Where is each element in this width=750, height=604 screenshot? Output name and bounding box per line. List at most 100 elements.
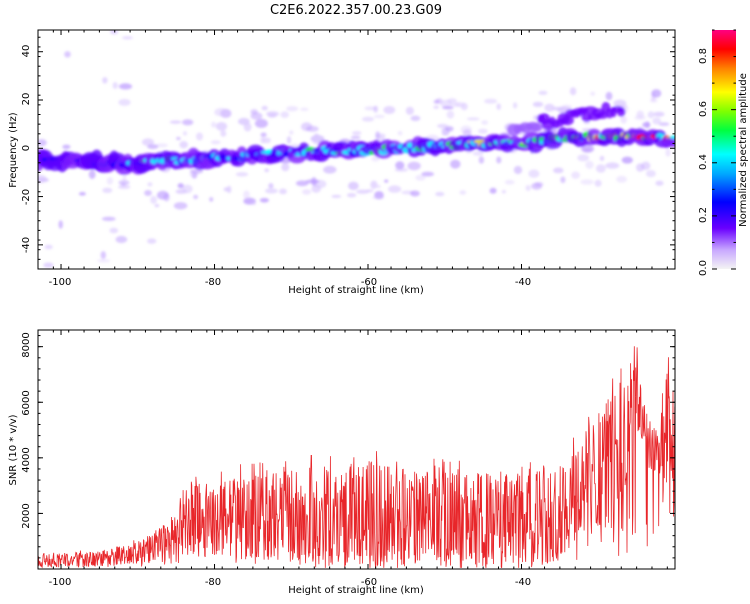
spectrogram-xtick-label: -60	[361, 277, 377, 288]
heatmap-blob	[433, 99, 440, 104]
heatmap-blob	[44, 244, 53, 250]
heatmap-blob	[647, 111, 655, 119]
heatmap-blob	[260, 132, 267, 138]
heatmap-blob	[528, 169, 540, 178]
heatmap-blob	[101, 216, 116, 221]
spectrogram-ytick-label: 20	[21, 93, 32, 106]
heatmap-blob	[478, 128, 488, 134]
heatmap-blob	[645, 170, 656, 178]
snr-xtick-label: -100	[49, 577, 72, 588]
heatmap-blob	[478, 156, 485, 164]
heatmap-blob	[323, 165, 337, 174]
heatmap-blob	[215, 122, 228, 131]
heatmap-blob	[118, 98, 131, 106]
heatmap-blob	[122, 36, 133, 40]
heatmap-blob	[504, 179, 515, 185]
heatmap-blob	[177, 183, 184, 189]
heatmap-blob	[613, 99, 627, 108]
colorbar-label: Normalized spectral amplitude	[738, 73, 749, 227]
heatmap-blob	[268, 183, 274, 189]
heatmap-blob	[560, 104, 573, 110]
heatmap-blob	[616, 175, 628, 183]
heatmap-blob	[580, 179, 594, 185]
heatmap-blob	[395, 161, 405, 170]
heatmap-blob	[481, 120, 489, 125]
colorbar-gradient	[712, 30, 736, 269]
heatmap-blob	[531, 182, 543, 190]
heatmap-blob	[620, 115, 627, 124]
heatmap-blob	[38, 139, 47, 147]
snr-ytick-label: 8000	[21, 332, 32, 357]
heatmap-blob	[156, 190, 169, 200]
heatmap-blob	[102, 187, 113, 193]
heatmap-blob	[346, 193, 357, 198]
spectrogram-ytick-label: 40	[21, 45, 32, 58]
heatmap-blob	[356, 189, 369, 194]
colorbar-tick-label: 0.6	[698, 101, 709, 117]
heatmap-blob	[605, 91, 613, 101]
heatmap-blob	[260, 136, 265, 144]
spectrogram-ytick-label: -40	[21, 237, 32, 253]
heatmap-blob	[664, 136, 675, 148]
heatmap-blob	[553, 167, 564, 174]
heatmap-blob	[371, 196, 385, 200]
heatmap-blob	[433, 105, 440, 109]
heatmap-blob	[531, 122, 543, 132]
heatmap-blob	[421, 171, 435, 177]
heatmap-blob	[97, 259, 111, 263]
heatmap-blob	[279, 188, 287, 195]
heatmap-blob	[173, 202, 188, 210]
colorbar-tick-label: 0.8	[698, 48, 709, 64]
heatmap-blob	[189, 169, 204, 174]
heatmap-blob	[376, 184, 381, 189]
snr-frame	[37, 329, 676, 570]
heatmap-blob	[286, 136, 292, 144]
heatmap-blob	[590, 91, 596, 96]
heatmap-blob	[569, 87, 577, 96]
heatmap-blob	[496, 156, 502, 164]
heatmap-blob	[472, 151, 484, 156]
heatmap-blob	[373, 114, 385, 119]
heatmap-blob	[109, 227, 119, 234]
heatmap-blob	[243, 122, 252, 132]
heatmap-blob	[653, 111, 665, 117]
heatmap-blob	[652, 117, 662, 125]
heatmap-blob	[384, 179, 389, 183]
spectrogram-panel: -100 -80 -60 -40 40 20 0 -20 -40 Height …	[8, 29, 676, 296]
heatmap-blob	[62, 144, 71, 150]
heatmap-blob	[410, 190, 420, 197]
heatmap-blob	[405, 106, 414, 115]
spectrogram-ytick-label: -20	[21, 189, 32, 205]
figure-title: C2E6.2022.357.00.23.G09	[270, 3, 442, 18]
heatmap-blob	[669, 135, 675, 139]
spectrogram-heatmap	[38, 30, 675, 268]
spectrogram-ylabel: Frequency (Hz)	[8, 112, 19, 188]
heatmap-blob	[454, 101, 465, 108]
snr-line-layer	[38, 346, 675, 569]
heatmap-blob	[211, 121, 217, 128]
heatmap-blob	[373, 105, 379, 113]
heatmap-blob	[348, 181, 359, 191]
heatmap-blob	[655, 180, 664, 186]
heatmap-blob	[182, 131, 188, 136]
heatmap-blob	[78, 192, 86, 196]
heatmap-blob	[617, 107, 626, 117]
heatmap-blob	[532, 101, 544, 107]
heatmap-blob	[544, 103, 555, 112]
heatmap-blob	[110, 30, 119, 35]
heatmap-blob	[289, 130, 294, 135]
heatmap-blob	[538, 90, 548, 95]
heatmap-blob	[261, 105, 268, 111]
spectrogram-xlabel: Height of straight line (km)	[288, 285, 424, 296]
heatmap-blob	[501, 190, 506, 194]
heatmap-blob	[621, 156, 633, 164]
heatmap-blob	[645, 121, 650, 129]
heatmap-blob	[300, 107, 309, 111]
heatmap-blob	[250, 109, 258, 115]
heatmap-blob	[147, 144, 159, 150]
heatmap-blob	[383, 106, 396, 114]
heatmap-blob	[651, 89, 662, 98]
heatmap-blob	[115, 235, 128, 244]
snr-xtick-label: -60	[361, 577, 377, 588]
heatmap-blob	[435, 191, 445, 197]
